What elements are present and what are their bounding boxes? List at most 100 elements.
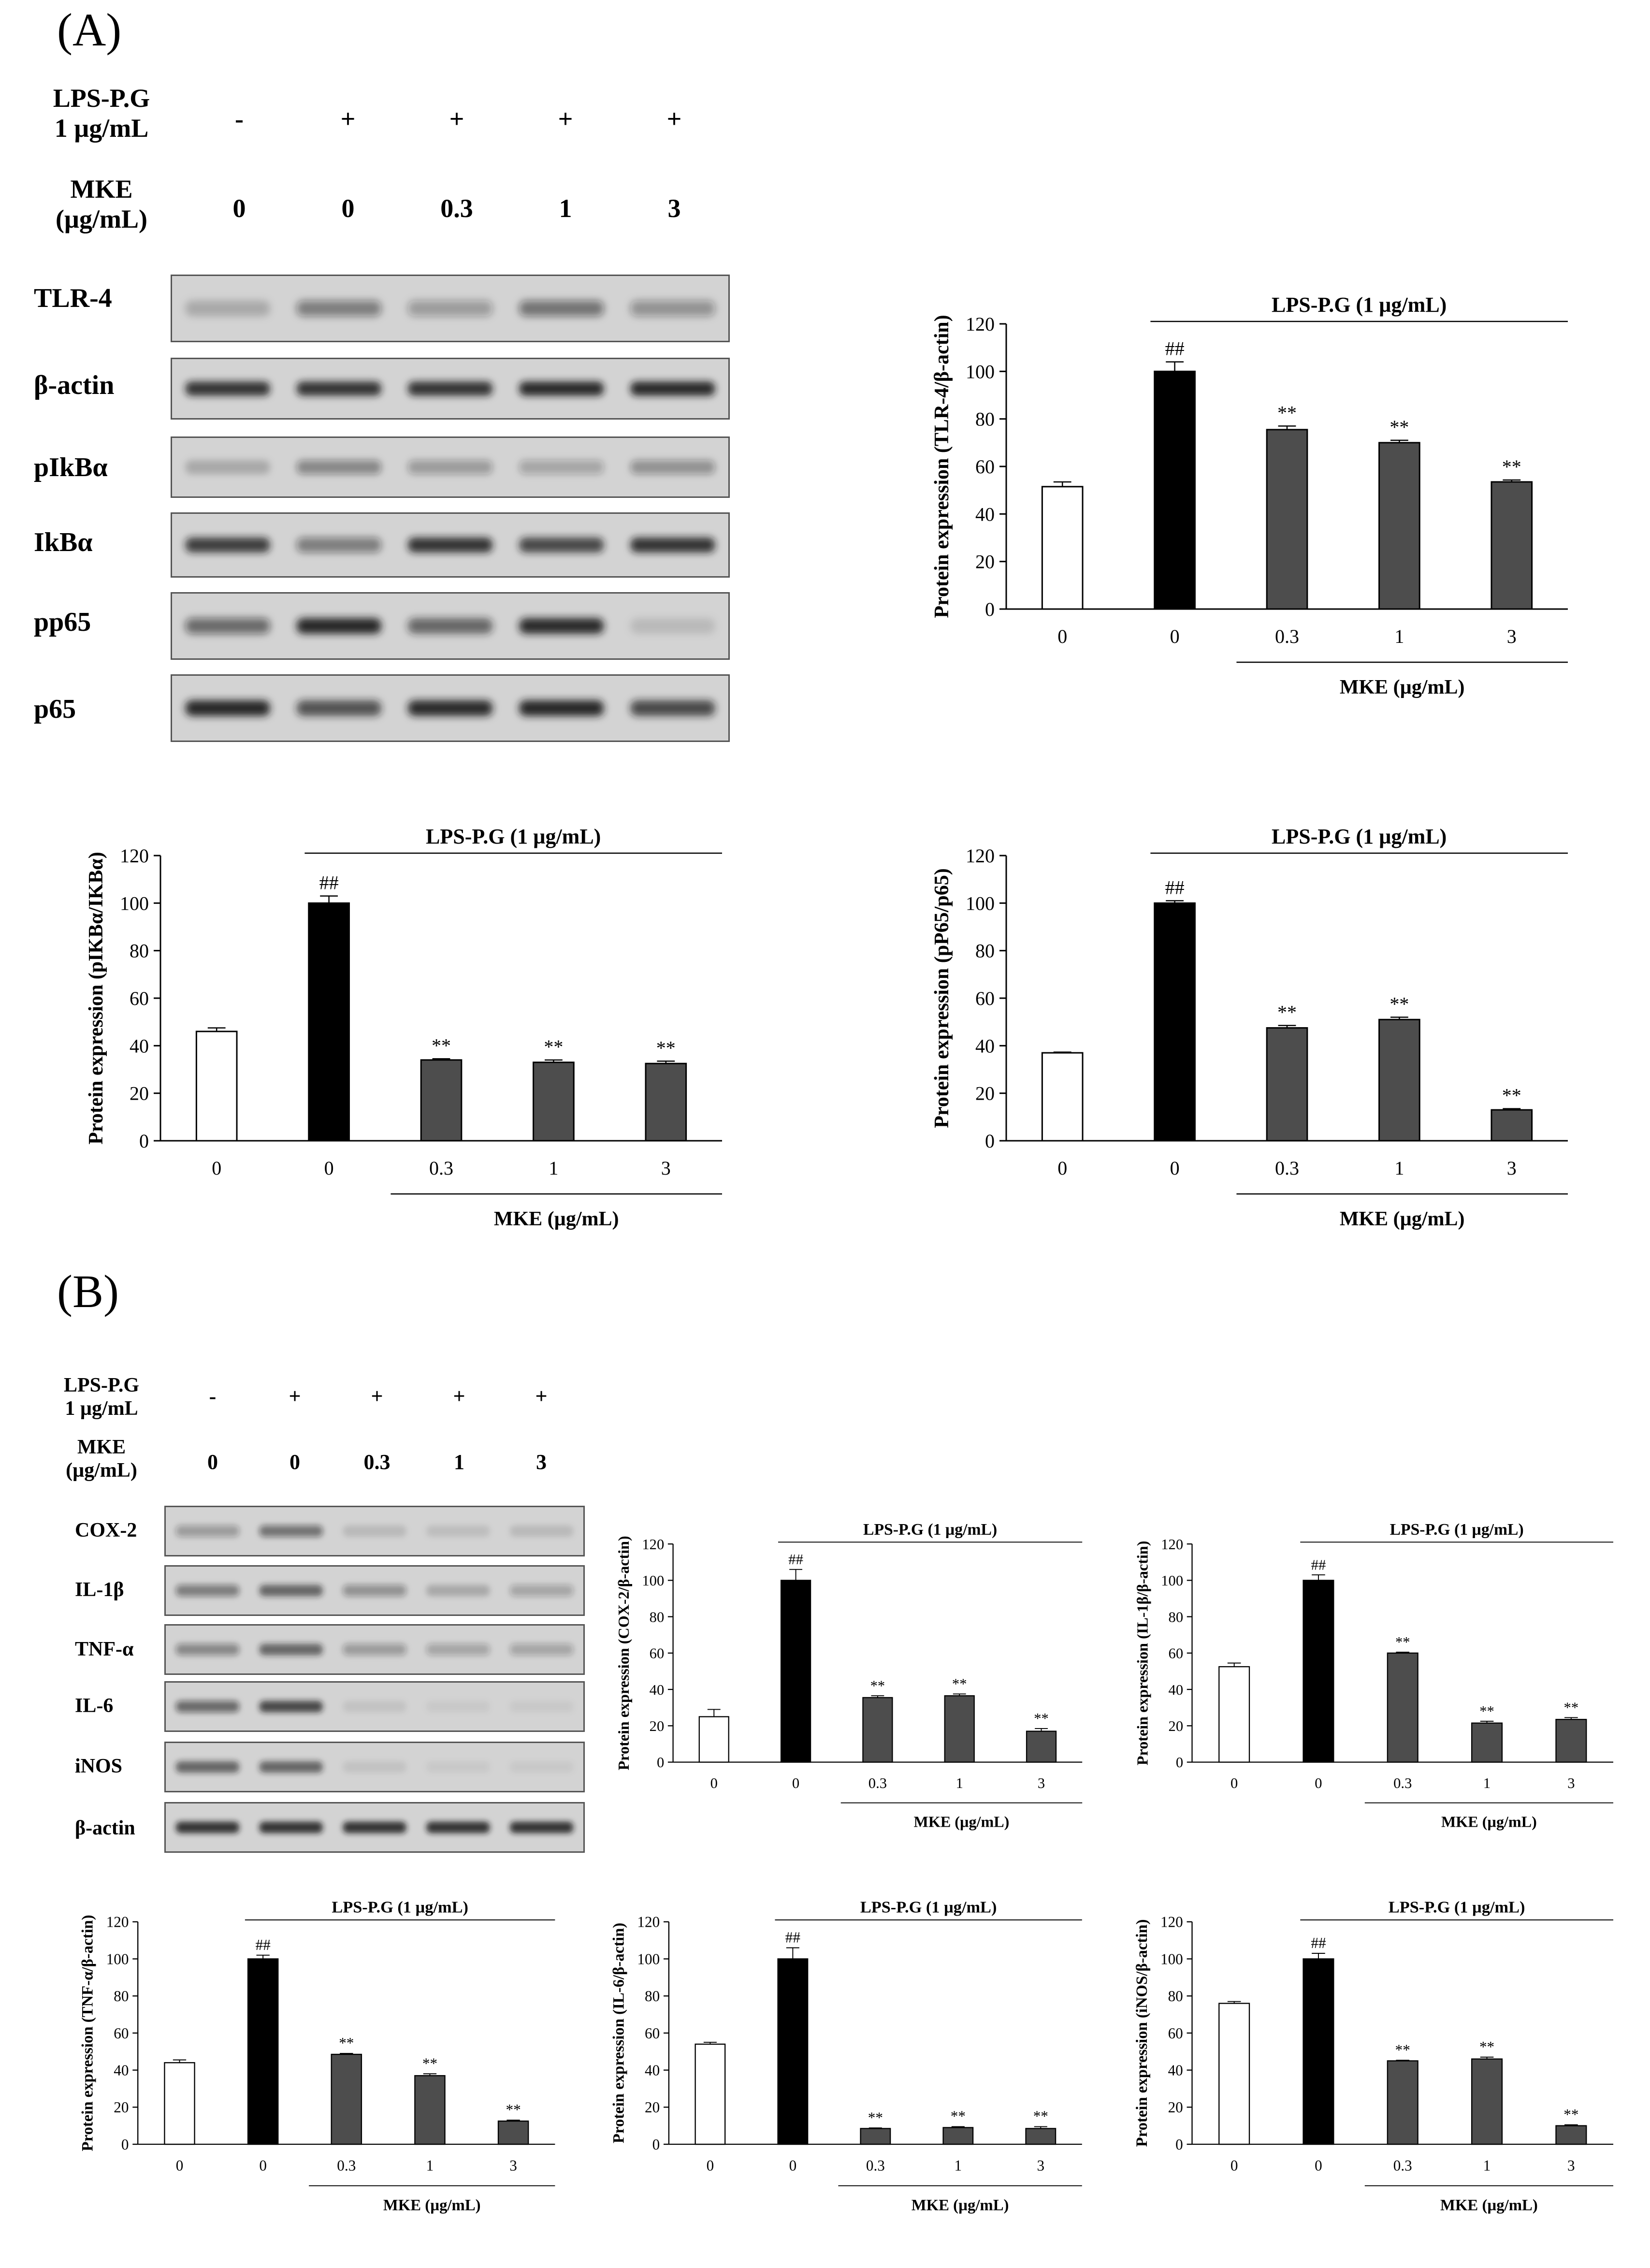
- blot-label-inos: iNOS: [75, 1755, 123, 1777]
- blot-band: [175, 1643, 240, 1656]
- bar: [1154, 902, 1196, 1142]
- y-tick-label: 100: [106, 1950, 129, 1967]
- significance-mark: **: [1502, 1085, 1521, 1106]
- x-tick-label: 1: [426, 2157, 434, 2174]
- blot-band: [509, 1761, 574, 1773]
- y-tick-label: 40: [130, 1035, 149, 1057]
- significance-mark: **: [339, 2035, 354, 2051]
- y-tick-label: 100: [966, 361, 995, 382]
- x-tick-label: 0.3: [337, 2157, 356, 2174]
- blot-band: [343, 1821, 406, 1833]
- x-tick-label: 3: [1567, 1775, 1575, 1791]
- mke-value-lane-4: 1: [559, 194, 572, 223]
- lps-value-b-lane-5: +: [535, 1384, 548, 1408]
- chart-title: LPS-P.G (1 µg/mL): [426, 825, 601, 848]
- significance-mark: ##: [1311, 1556, 1326, 1573]
- blot-band: [185, 300, 270, 317]
- x-axis-label: MKE (µg/mL): [1441, 1813, 1537, 1830]
- mke-value-b-lane-1: 0: [207, 1450, 218, 1474]
- bar: [695, 2043, 726, 2145]
- significance-mark: **: [952, 1676, 967, 1692]
- significance-mark: **: [1564, 1700, 1579, 1716]
- bar: [1471, 1722, 1503, 1763]
- x-axis-label: MKE (µg/mL): [1340, 676, 1465, 698]
- x-tick-label: 1: [955, 2157, 962, 2174]
- bar: [164, 2062, 195, 2145]
- bar: [1026, 1730, 1057, 1763]
- blot-band: [426, 1821, 490, 1833]
- significance-mark: **: [951, 2108, 966, 2125]
- blot-band: [426, 1585, 490, 1597]
- x-tick-label: 3: [1567, 2157, 1575, 2174]
- bar: [1266, 429, 1308, 610]
- bar: [1218, 1666, 1250, 1763]
- significance-mark: **: [656, 1037, 676, 1059]
- y-tick-label: 40: [1168, 2062, 1183, 2079]
- bar: [1491, 481, 1533, 610]
- blot-band: [296, 618, 381, 634]
- blot-band: [630, 460, 715, 475]
- bar: [331, 2053, 362, 2145]
- y-tick-label: 0: [657, 1754, 664, 1771]
- bar: [1303, 1580, 1334, 1763]
- y-tick-label: 100: [966, 892, 995, 914]
- significance-mark: ##: [319, 872, 339, 894]
- blot-label-p65: p65: [34, 694, 76, 724]
- blot-label-il1b: IL-1β: [75, 1579, 124, 1601]
- blot-band: [296, 538, 381, 552]
- x-tick-label: 0.3: [1275, 625, 1299, 647]
- blot-band: [408, 300, 492, 317]
- x-tick-label: 1: [956, 1775, 963, 1791]
- lps-value-lane-1: -: [235, 104, 244, 133]
- blot-band: [175, 1525, 240, 1537]
- x-tick-label: 1: [1394, 1157, 1404, 1179]
- bar: [860, 2128, 891, 2145]
- blot-label-pikba: pIkBα: [34, 452, 108, 482]
- x-tick-label: 0.3: [1393, 1775, 1412, 1791]
- blot-label-beta-actin: β-actin: [34, 370, 115, 400]
- blot-band: [259, 1525, 323, 1537]
- bar: [1041, 486, 1084, 610]
- blot-band: [426, 1525, 490, 1537]
- blot-band: [343, 1761, 406, 1773]
- blot-band: [630, 700, 715, 716]
- significance-mark: ##: [785, 1929, 801, 1946]
- blot-band: [509, 1643, 574, 1656]
- chart-pikba: 0 20 40 60 80 100 120 Protein expression (pIKBα…: [72, 802, 749, 1286]
- y-tick-label: 100: [637, 1950, 660, 1967]
- y-axis-label: Protein expression (IL-6/β-actin): [610, 1923, 627, 2143]
- y-tick-label: 120: [1160, 1914, 1183, 1931]
- blot-band: [343, 1585, 406, 1597]
- y-tick-label: 20: [650, 1718, 665, 1734]
- significance-mark: **: [1479, 2038, 1494, 2055]
- x-tick-label: 0: [707, 2157, 714, 2174]
- blot-band: [296, 300, 381, 317]
- blot-band: [175, 1761, 240, 1773]
- blot-tnfa: [164, 1624, 585, 1675]
- lps-value-b-lane-1: -: [209, 1384, 217, 1408]
- x-tick-label: 0: [792, 1775, 799, 1791]
- y-tick-label: 20: [1168, 2099, 1183, 2116]
- y-tick-label: 60: [1169, 1645, 1184, 1662]
- chart-title: LPS-P.G (1 µg/mL): [860, 1898, 997, 1916]
- blot-band: [630, 381, 715, 396]
- x-tick-label: 0: [1230, 2157, 1238, 2174]
- y-tick-label: 120: [966, 845, 995, 867]
- chart-tnfa: 0 20 40 60 80 100 120 Protein expression (TNF-α…: [72, 1880, 575, 2257]
- blot-band: [519, 538, 604, 552]
- blot-band: [519, 381, 604, 396]
- y-tick-label: 120: [106, 1914, 129, 1931]
- y-axis-label: Protein expression (TLR-4/β-actin): [931, 315, 953, 618]
- y-tick-label: 80: [975, 940, 995, 962]
- y-tick-label: 0: [121, 2136, 129, 2153]
- x-tick-label: 3: [1037, 2157, 1045, 2174]
- x-tick-label: 0: [324, 1157, 334, 1179]
- x-axis-label: MKE (µg/mL): [383, 2197, 481, 2214]
- chart-cox2: 0 20 40 60 80 100 120 Protein expression (COX-2…: [609, 1503, 1102, 1873]
- x-tick-label: 0.3: [429, 1157, 453, 1179]
- blot-band: [343, 1643, 406, 1656]
- x-axis-label: MKE (µg/mL): [912, 2197, 1009, 2214]
- y-tick-label: 40: [1169, 1682, 1184, 1698]
- bar: [497, 2120, 529, 2145]
- y-tick-label: 80: [650, 1609, 665, 1625]
